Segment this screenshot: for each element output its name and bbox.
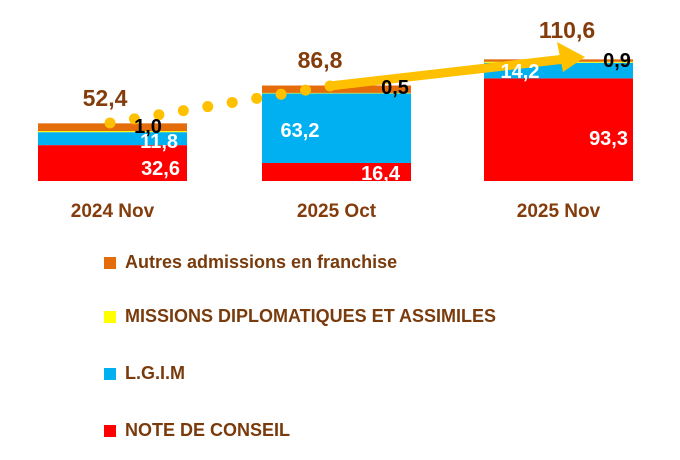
x-tick-label: 2025 Nov bbox=[517, 201, 601, 222]
trend-dot bbox=[104, 117, 116, 129]
plot-area: 2024 Nov 2025 Oct 2025 Nov 32,6 11,81,0 52,4 1… bbox=[38, 17, 633, 222]
legend-label: Autres admissions en franchise bbox=[125, 252, 398, 272]
bar-segment bbox=[262, 93, 411, 163]
data-label: 14,2 bbox=[501, 61, 540, 83]
trend-dot bbox=[153, 109, 165, 121]
trend-dot bbox=[177, 105, 189, 117]
x-tick-label: 2024 Nov bbox=[71, 201, 155, 222]
data-label: 63,2 bbox=[281, 120, 320, 142]
legend-item: MISSIONS DIPLOMATIQUES ET ASSIMILES bbox=[104, 306, 496, 327]
data-label: 0,9 bbox=[603, 50, 631, 72]
legend-swatch bbox=[104, 424, 116, 437]
data-label: 11,8 bbox=[140, 131, 178, 153]
trend-dot bbox=[300, 84, 312, 96]
total-label: 52,4 bbox=[83, 85, 128, 111]
trend-arrow-shaft bbox=[325, 54, 570, 91]
data-label: 93,3 bbox=[589, 128, 628, 150]
legend-label: NOTE DE CONSEIL bbox=[125, 420, 291, 440]
legend-label: MISSIONS DIPLOMATIQUES ET ASSIMILES bbox=[125, 306, 497, 326]
legend-item: L.G.I.M bbox=[104, 363, 185, 384]
trend-dot bbox=[251, 92, 263, 104]
legend-swatch bbox=[104, 256, 116, 269]
legend-swatch bbox=[104, 367, 116, 380]
legend-item: Autres admissions en franchise bbox=[104, 252, 397, 273]
total-label: 86,8 bbox=[298, 47, 343, 73]
data-label: 32,6 bbox=[141, 158, 180, 180]
legend-swatch bbox=[104, 310, 116, 323]
data-label: 16,4 bbox=[361, 163, 401, 185]
legend-item: NOTE DE CONSEIL bbox=[104, 420, 290, 441]
bar-segment bbox=[38, 145, 187, 181]
trend-dot bbox=[226, 96, 238, 108]
data-label: 1,0 bbox=[134, 116, 162, 138]
total-label: 110,6 bbox=[539, 17, 595, 43]
trend-dot bbox=[128, 113, 140, 125]
bar-segment bbox=[38, 132, 187, 146]
legend-label: L.G.I.M bbox=[125, 363, 185, 383]
bar-segment bbox=[262, 162, 411, 181]
trend-arrow-head bbox=[557, 42, 585, 72]
data-label: 0,5 bbox=[381, 77, 409, 99]
bar-segment bbox=[484, 78, 633, 181]
trend-dot bbox=[202, 101, 214, 113]
bar-segment bbox=[38, 131, 187, 133]
trend-dot bbox=[275, 88, 287, 100]
bar-segment bbox=[262, 92, 411, 94]
x-tick-label: 2025 Oct bbox=[297, 201, 377, 222]
